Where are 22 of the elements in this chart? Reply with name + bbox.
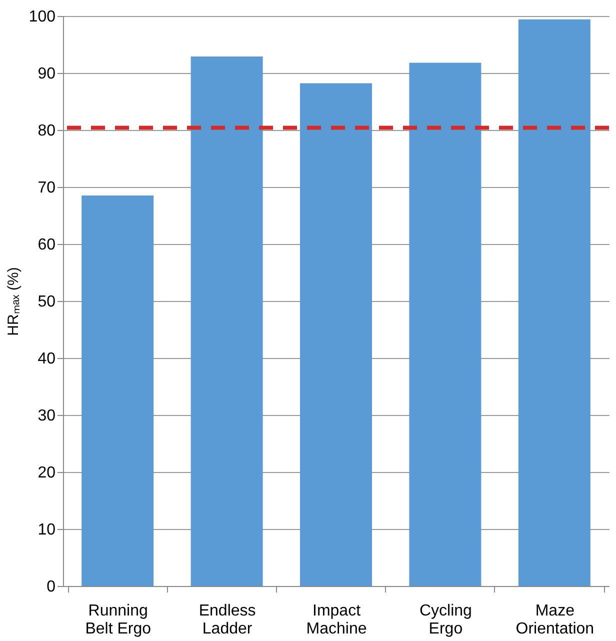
y-tick-label: 90 bbox=[38, 66, 56, 82]
x-tick-label: Maze Orientation bbox=[516, 602, 594, 638]
y-tick-label: 60 bbox=[38, 236, 56, 254]
x-tick-label: Impact Machine bbox=[306, 602, 367, 638]
y-tick-label: 40 bbox=[38, 350, 56, 368]
y-tick-label: 80 bbox=[38, 122, 56, 140]
bar bbox=[82, 196, 154, 586]
x-tick-label: Endless Ladder bbox=[198, 602, 256, 638]
y-tick-label: 0 bbox=[46, 578, 56, 596]
y-tick-label: 100 bbox=[28, 8, 56, 26]
y-tick-label: 30 bbox=[38, 408, 56, 424]
y-tick-label: 20 bbox=[38, 464, 56, 482]
y-tick-label: 50 bbox=[38, 294, 56, 310]
x-tick-label: Cycling Ergo bbox=[419, 602, 472, 638]
x-tick-label: Running Belt Ergo bbox=[85, 602, 152, 638]
y-tick-label: 70 bbox=[38, 180, 56, 196]
bar bbox=[300, 83, 372, 586]
bar bbox=[518, 19, 590, 586]
y-tick-label: 10 bbox=[38, 522, 56, 538]
y-axis-title: HRₘₐₓ (%) bbox=[4, 267, 22, 336]
bar bbox=[409, 62, 482, 586]
bar bbox=[190, 56, 263, 586]
